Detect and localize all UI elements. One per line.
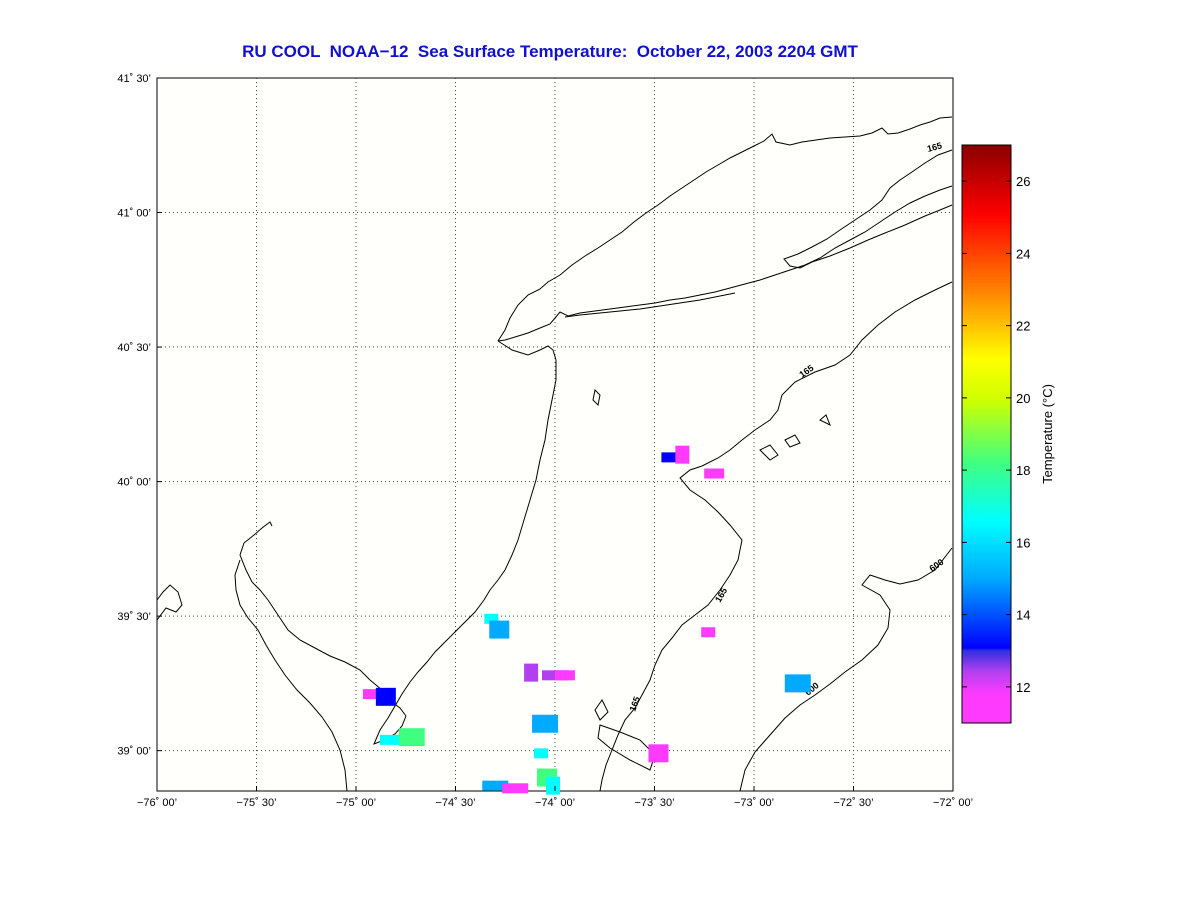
isobath-label: 165 xyxy=(627,695,642,713)
coastline xyxy=(156,116,953,792)
isobath-small-2 xyxy=(759,444,779,461)
sst-pixel xyxy=(375,687,396,706)
isobath-600 xyxy=(739,547,953,792)
colorbar-tick-label: 16 xyxy=(1016,535,1030,550)
chesapeake-edge xyxy=(156,584,183,621)
y-tick-label: 40˚ 30’ xyxy=(117,342,151,354)
isobath-small-3 xyxy=(784,434,801,448)
y-tick-label: 41˚ 00’ xyxy=(117,208,151,220)
colorbar-tick-label: 12 xyxy=(1016,680,1030,695)
colorbar-tick-label: 18 xyxy=(1016,463,1030,478)
y-tick-label: 40˚ 00’ xyxy=(117,477,151,489)
sst-pixel xyxy=(398,728,425,747)
delaware-coast xyxy=(234,559,348,792)
colorbar-tick-label: 24 xyxy=(1016,246,1030,261)
sst-pixel xyxy=(675,445,690,464)
south-shore-barrier xyxy=(564,292,736,318)
colorbar-ticks: 12 14 16 18 20 22 24 26 xyxy=(962,174,1030,695)
sst-pixel xyxy=(554,670,575,681)
new-jersey-coast xyxy=(373,340,557,745)
graticule xyxy=(157,78,953,791)
colorbar: 12 14 16 18 20 22 24 26 Temperature (°C) xyxy=(961,144,1055,724)
x-tick-label: −72˚ 30’ xyxy=(833,797,873,809)
y-tick-label: 39˚ 30’ xyxy=(117,611,151,623)
sst-pixel xyxy=(484,613,499,624)
sst-pixel xyxy=(661,452,688,463)
colorbar-tick-label: 22 xyxy=(1016,319,1030,334)
delaware-bay-east xyxy=(239,521,407,717)
x-tick-label: −76˚ 00’ xyxy=(137,797,177,809)
colorbar-tick-label: 14 xyxy=(1016,608,1030,623)
isobaths xyxy=(592,281,953,792)
x-tick-label: −73˚ 00’ xyxy=(734,797,774,809)
y-tick-label: 41˚ 30’ xyxy=(117,73,151,85)
colorbar-gradient xyxy=(961,144,1012,724)
colorbar-label: Temperature (°C) xyxy=(1040,384,1055,484)
colorbar-tick-label: 20 xyxy=(1016,391,1030,406)
sst-pixel xyxy=(704,468,725,479)
isobath-small-6 xyxy=(819,414,831,427)
sst-pixel xyxy=(546,776,561,795)
sst-pixel xyxy=(502,783,529,794)
sst-pixel xyxy=(784,674,811,693)
isobath-small-5 xyxy=(597,724,656,771)
sst-pixel xyxy=(701,627,716,638)
isobath-small-4 xyxy=(594,699,609,721)
long-island-inner xyxy=(783,149,953,269)
isobath-label: 165 xyxy=(926,140,943,154)
x-tick-label: −73˚ 30’ xyxy=(634,797,674,809)
x-tick-label: −74˚ 30’ xyxy=(435,797,475,809)
sst-pixel xyxy=(532,714,559,733)
colorbar-tick-label: 26 xyxy=(1016,174,1030,189)
axis-ticks: −76˚ 00’ −75˚ 30’ −75˚ 00’ −74˚ 30’ −74˚ 00’… xyxy=(117,73,973,809)
sst-pixel xyxy=(489,620,510,639)
x-tick-label: −75˚ 00’ xyxy=(336,797,376,809)
sst-pixels xyxy=(362,445,811,795)
chart-title: RU COOL NOAA−12 Sea Surface Temperature:… xyxy=(242,42,858,61)
long-island-north-shore xyxy=(497,116,953,342)
isobath-small-1 xyxy=(592,388,601,407)
sst-pixel xyxy=(648,744,669,763)
sst-pixel xyxy=(524,663,539,682)
sst-pixel xyxy=(482,780,509,791)
long-island-south-shore xyxy=(497,185,953,342)
x-tick-label: −75˚ 30’ xyxy=(236,797,276,809)
sst-pixel xyxy=(379,734,400,745)
sst-pixel xyxy=(534,748,549,759)
x-tick-label: −72˚ 00’ xyxy=(933,797,973,809)
x-tick-label: −74˚ 00’ xyxy=(535,797,575,809)
y-tick-label: 39˚ 00’ xyxy=(117,746,151,758)
isobath-165-north xyxy=(599,281,953,792)
sst-pixel xyxy=(362,689,377,700)
